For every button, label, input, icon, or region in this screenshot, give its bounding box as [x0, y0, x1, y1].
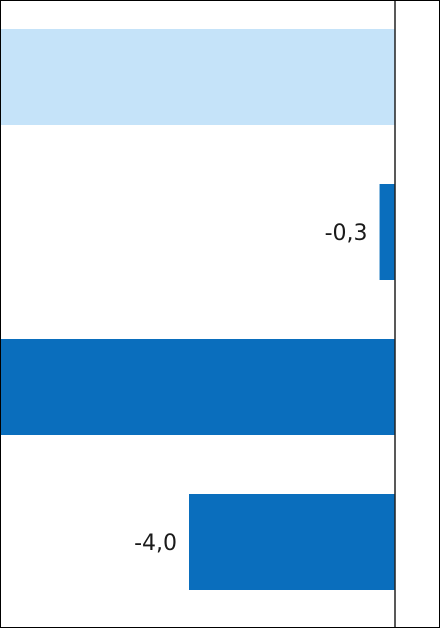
bars-layer — [1, 29, 395, 590]
bar-3 — [1, 339, 395, 435]
labels-layer: -0,3 -4,0 — [134, 221, 367, 556]
bar-4-value-label: -4,0 — [134, 531, 177, 556]
bar-4 — [189, 494, 395, 590]
bar-2 — [379, 184, 395, 280]
bar-1 — [1, 29, 395, 125]
bar-2-value-label: -0,3 — [325, 221, 368, 246]
